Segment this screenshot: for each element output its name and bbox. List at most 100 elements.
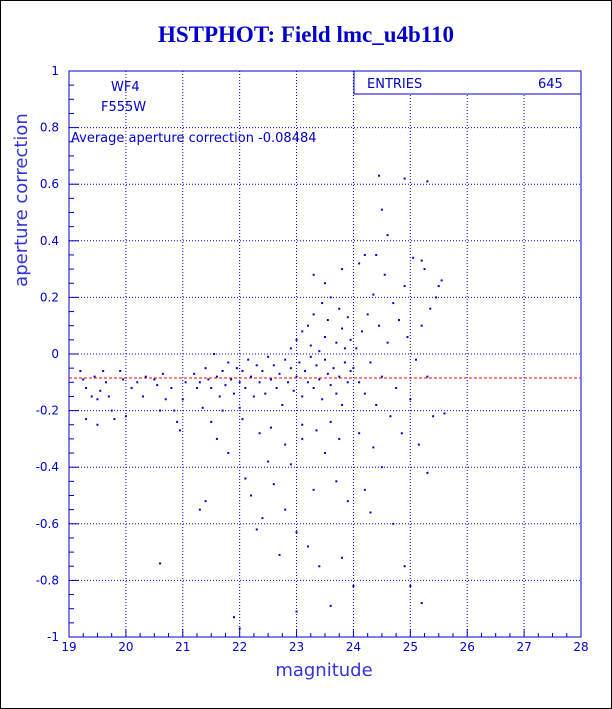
data-point xyxy=(375,253,378,256)
chip-label: WF4 xyxy=(111,80,140,95)
data-point xyxy=(161,372,164,375)
data-point xyxy=(355,347,358,350)
data-point xyxy=(210,386,213,389)
x-tick-label: 25 xyxy=(403,640,418,654)
data-point xyxy=(255,364,258,367)
data-point xyxy=(420,324,423,327)
data-point xyxy=(264,392,267,395)
x-tick-label: 23 xyxy=(289,640,304,654)
data-point xyxy=(244,477,247,480)
data-point xyxy=(346,316,349,319)
data-point xyxy=(215,437,218,440)
data-point xyxy=(432,415,435,418)
data-point xyxy=(193,372,196,375)
data-point xyxy=(281,403,284,406)
data-point xyxy=(85,418,88,421)
data-point xyxy=(304,369,307,372)
data-point xyxy=(386,234,389,237)
y-tick-label: 0.4 xyxy=(40,234,59,248)
x-tick-label: 26 xyxy=(460,640,475,654)
data-point xyxy=(426,375,429,378)
data-point xyxy=(358,262,361,265)
data-point xyxy=(247,358,250,361)
y-tick-label: 0.6 xyxy=(40,177,59,191)
data-point xyxy=(241,369,244,372)
data-point xyxy=(426,180,429,183)
data-point xyxy=(429,307,432,310)
x-tick-label: 19 xyxy=(61,640,76,654)
data-point xyxy=(218,395,221,398)
data-point xyxy=(221,369,224,372)
data-point xyxy=(130,386,133,389)
data-point xyxy=(238,627,241,630)
y-tick-label: -0.2 xyxy=(36,404,59,418)
x-tick-label: 27 xyxy=(516,640,531,654)
data-point xyxy=(343,347,346,350)
data-point xyxy=(173,409,176,412)
data-point xyxy=(372,293,375,296)
data-point xyxy=(284,508,287,511)
data-point xyxy=(352,585,355,588)
data-point xyxy=(380,375,383,378)
data-point xyxy=(278,553,281,556)
data-point xyxy=(298,361,301,364)
y-tick-label: 1 xyxy=(51,64,59,78)
data-point xyxy=(346,381,349,384)
data-point xyxy=(318,378,321,381)
data-point xyxy=(258,432,261,435)
data-point xyxy=(389,415,392,418)
data-point xyxy=(358,432,361,435)
data-point xyxy=(363,253,366,256)
data-point xyxy=(301,423,304,426)
data-point xyxy=(159,562,162,565)
data-point xyxy=(412,256,415,259)
data-point xyxy=(213,353,216,355)
tick-labels: 19 20 21 22 23 24 25 26 27 28 1 0.8 0.6 0.4 0.2 0 -0.2 -0… xyxy=(36,64,589,654)
data-point xyxy=(295,338,298,341)
data-point xyxy=(176,420,179,423)
data-point xyxy=(227,452,230,455)
data-point xyxy=(341,268,344,271)
data-point xyxy=(110,409,113,412)
data-point xyxy=(156,384,159,387)
data-point xyxy=(375,403,378,406)
data-point xyxy=(295,610,298,613)
data-point xyxy=(312,313,315,316)
data-point xyxy=(250,375,253,378)
data-point xyxy=(378,324,381,327)
data-point xyxy=(386,341,389,344)
data-point xyxy=(352,367,355,370)
filter-label: F555W xyxy=(101,100,146,115)
y-tick-label: -0.8 xyxy=(36,573,59,587)
data-point xyxy=(235,367,238,370)
data-point xyxy=(315,364,318,367)
data-point xyxy=(372,446,375,449)
x-tick-label: 24 xyxy=(346,640,361,654)
data-point xyxy=(96,398,99,401)
data-point xyxy=(284,358,287,361)
data-point xyxy=(392,522,395,525)
data-point xyxy=(380,466,383,469)
data-point xyxy=(181,398,184,401)
data-point xyxy=(295,375,298,378)
data-point xyxy=(255,528,258,531)
data-point xyxy=(113,418,116,421)
data-point xyxy=(343,361,346,364)
data-point xyxy=(238,406,241,409)
data-point xyxy=(406,336,409,339)
data-point xyxy=(397,319,400,322)
data-point xyxy=(252,395,255,398)
data-point xyxy=(107,395,110,398)
grid xyxy=(69,71,581,637)
data-point xyxy=(321,398,324,401)
data-point xyxy=(312,488,315,491)
axis-ticks xyxy=(68,70,582,638)
stats-box: ENTRIES 645 xyxy=(353,70,582,95)
data-point xyxy=(227,361,230,364)
data-point xyxy=(136,381,139,384)
data-point xyxy=(318,565,321,568)
data-point xyxy=(338,437,341,440)
data-point xyxy=(164,398,167,401)
data-point xyxy=(261,369,264,372)
